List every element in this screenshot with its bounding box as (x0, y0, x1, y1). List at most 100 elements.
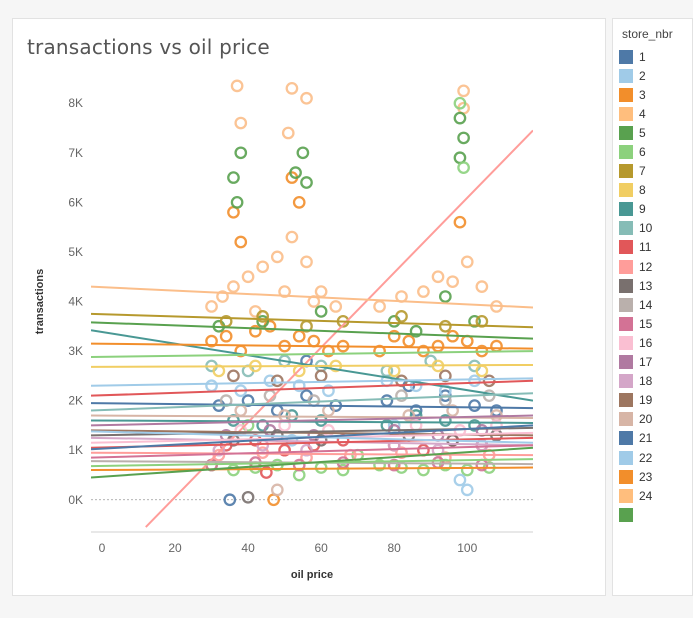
legend-item[interactable]: 4 (613, 104, 692, 123)
data-point (219, 329, 233, 343)
trend-line (91, 424, 533, 451)
legend-label: 5 (639, 125, 646, 140)
legend-item[interactable]: 12 (613, 257, 692, 276)
data-point (387, 329, 401, 343)
legend-swatch (619, 488, 633, 503)
data-point (387, 458, 401, 472)
trend-line (91, 444, 533, 459)
data-point (256, 310, 270, 323)
legend-item[interactable]: 19 (613, 391, 692, 410)
legend-item[interactable]: 3 (613, 85, 692, 104)
data-point (438, 319, 452, 333)
y-tick-label: 1K (68, 443, 83, 457)
legend-label: 23 (639, 469, 653, 484)
x-tick-label: 40 (241, 541, 255, 555)
data-point (417, 285, 430, 298)
legend-swatch (619, 221, 633, 236)
legend-item[interactable]: 21 (613, 429, 692, 448)
legend-item[interactable]: 16 (613, 333, 692, 352)
x-axis-label: oil price (291, 569, 333, 581)
data-point (438, 369, 452, 383)
legend-item[interactable]: 13 (613, 276, 692, 295)
legend-label: 9 (639, 202, 646, 217)
data-point (314, 433, 328, 447)
legend-item[interactable]: 7 (613, 162, 692, 181)
data-point (314, 461, 328, 474)
legend-panel: store_nbr 1 2 3 4 5 6 7 8 9 10 11 12 13 14 15 16 17 18 19 2… (612, 18, 693, 596)
data-point (460, 463, 474, 477)
legend-item[interactable]: 24 (613, 486, 692, 505)
legend-item[interactable]: 5 (613, 123, 692, 142)
data-point (457, 84, 470, 98)
data-point (482, 374, 496, 388)
data-point (300, 443, 313, 457)
legend-label: 24 (639, 488, 653, 503)
legend-item[interactable]: 23 (613, 467, 692, 486)
trend-lines (91, 129, 533, 528)
legend-item[interactable] (613, 505, 692, 524)
legend-item[interactable]: 17 (613, 353, 692, 372)
trend-line (91, 392, 533, 412)
legend-item[interactable]: 20 (613, 410, 692, 429)
data-point (438, 290, 452, 303)
data-point (281, 126, 295, 140)
legend-item[interactable]: 2 (613, 66, 692, 85)
legend-item[interactable]: 1 (613, 47, 692, 66)
legend-label: 17 (639, 355, 653, 370)
legend-item[interactable]: 8 (613, 181, 692, 200)
data-point (490, 419, 503, 432)
x-tick-label: 100 (457, 541, 477, 555)
data-point (205, 334, 218, 348)
legend-item[interactable]: 10 (613, 219, 692, 238)
data-point (234, 116, 248, 130)
legend-swatch (619, 355, 633, 370)
data-point (259, 466, 273, 479)
legend-swatch (619, 335, 633, 350)
legend-item[interactable]: 15 (613, 314, 692, 333)
data-point (387, 364, 401, 378)
data-point (300, 91, 313, 105)
data-point (453, 96, 467, 110)
data-point (402, 409, 416, 422)
data-point (227, 369, 240, 383)
data-point (314, 305, 328, 318)
data-point (278, 285, 291, 298)
legend-label: 1 (639, 49, 646, 64)
data-point (336, 463, 350, 477)
legend-swatch (619, 297, 633, 312)
data-point (292, 196, 306, 209)
data-point (446, 275, 459, 289)
trend-line (91, 350, 533, 359)
trend-line (91, 402, 533, 410)
legend-swatch (619, 316, 633, 331)
data-point (460, 255, 474, 269)
data-point (300, 255, 313, 269)
legend-item[interactable]: 22 (613, 448, 692, 467)
legend-label: 21 (639, 431, 653, 446)
data-point (431, 339, 445, 353)
data-point (314, 285, 328, 298)
data-point (256, 260, 270, 274)
data-point (230, 79, 244, 93)
legend-swatch (619, 278, 633, 293)
legend-item[interactable]: 18 (613, 372, 692, 391)
data-point (460, 334, 474, 348)
data-point (409, 324, 423, 338)
legend-label: 15 (639, 316, 653, 331)
legend-swatch (619, 507, 633, 522)
legend-swatch (619, 393, 633, 408)
data-point (457, 161, 470, 175)
data-point (395, 310, 408, 323)
legend-swatch (619, 469, 633, 484)
data-point (373, 344, 386, 358)
legend-item[interactable]: 14 (613, 295, 692, 314)
legend-label: 14 (639, 297, 653, 312)
data-point (446, 404, 459, 417)
legend-swatch (619, 49, 633, 64)
legend-item[interactable]: 6 (613, 142, 692, 161)
legend-item[interactable]: 9 (613, 200, 692, 219)
legend-item[interactable]: 11 (613, 238, 692, 257)
data-point (270, 250, 284, 264)
data-point (322, 384, 335, 398)
